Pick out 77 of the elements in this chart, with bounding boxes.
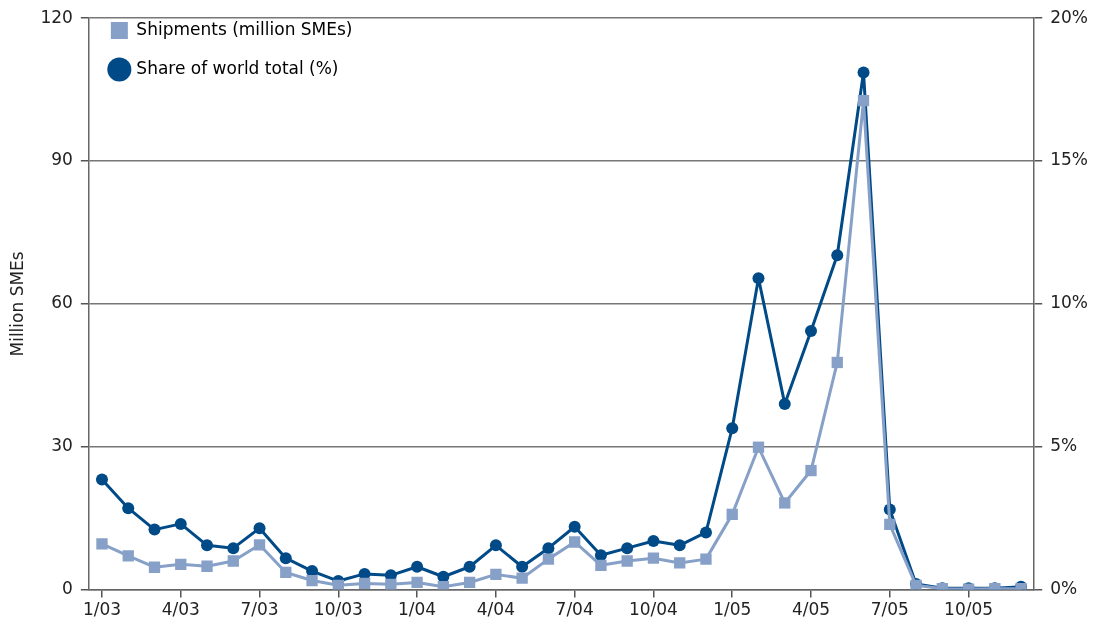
point bbox=[253, 522, 266, 535]
y2-tick-label: 0% bbox=[1050, 578, 1078, 599]
point bbox=[463, 576, 476, 589]
point bbox=[805, 464, 817, 477]
point bbox=[700, 553, 712, 565]
point bbox=[201, 560, 213, 572]
y2-tick-label: 15% bbox=[1050, 149, 1089, 170]
x-tick-label: 7/03 bbox=[240, 599, 279, 620]
y-tick-label: 30 bbox=[51, 435, 73, 456]
point bbox=[306, 574, 318, 587]
point bbox=[621, 542, 634, 555]
y2-tick-label: 10% bbox=[1050, 292, 1089, 313]
point bbox=[280, 566, 292, 579]
x-tick-label: 10/04 bbox=[628, 599, 678, 620]
point bbox=[647, 552, 660, 564]
y-tick-label: 60 bbox=[51, 292, 73, 313]
point bbox=[621, 555, 633, 567]
point bbox=[175, 558, 187, 571]
point bbox=[148, 523, 161, 536]
point bbox=[96, 538, 108, 550]
point bbox=[174, 517, 187, 530]
y2-tick-label: 5% bbox=[1050, 435, 1078, 456]
point bbox=[831, 249, 844, 262]
point bbox=[490, 568, 502, 581]
y-tick-label: 120 bbox=[40, 6, 73, 27]
point bbox=[674, 557, 686, 569]
point bbox=[699, 526, 712, 539]
point bbox=[516, 560, 529, 573]
point bbox=[778, 397, 791, 410]
x-tick-label: 4/03 bbox=[161, 599, 200, 620]
x-tick-label: 7/04 bbox=[555, 599, 594, 620]
x-tick-label: 4/05 bbox=[791, 599, 831, 620]
y2-tick-label: 20% bbox=[1050, 6, 1089, 27]
point bbox=[463, 560, 476, 573]
x-tick-label: 1/03 bbox=[82, 599, 122, 620]
x-tick-label: 10/03 bbox=[313, 599, 363, 620]
point bbox=[122, 502, 135, 515]
x-tick-label: 1/04 bbox=[398, 599, 437, 620]
y-axis-title: Million SMEs bbox=[6, 251, 27, 357]
point bbox=[411, 576, 423, 589]
x-tick-label: 1/05 bbox=[713, 599, 752, 620]
point bbox=[253, 539, 266, 551]
y-tick-label: 0 bbox=[62, 578, 73, 599]
point bbox=[595, 559, 607, 571]
point bbox=[569, 536, 581, 548]
point bbox=[542, 553, 555, 565]
point bbox=[489, 539, 502, 552]
point bbox=[542, 542, 555, 555]
x-tick-label: 7/05 bbox=[870, 599, 909, 620]
point bbox=[647, 535, 660, 548]
point bbox=[884, 518, 896, 531]
legend-label: Share of world total (%) bbox=[136, 57, 339, 78]
point bbox=[857, 66, 870, 79]
point bbox=[805, 325, 817, 338]
point bbox=[568, 520, 581, 533]
point bbox=[148, 561, 161, 573]
point bbox=[411, 560, 424, 573]
point bbox=[752, 272, 765, 285]
point bbox=[227, 555, 239, 567]
point bbox=[201, 539, 214, 552]
point bbox=[857, 94, 870, 107]
point bbox=[779, 497, 791, 509]
x-tick-label: 10/05 bbox=[944, 599, 994, 620]
legend-label: Shipments (million SMEs) bbox=[136, 18, 353, 39]
point bbox=[227, 542, 240, 555]
point bbox=[831, 356, 843, 369]
point bbox=[358, 577, 371, 590]
point bbox=[726, 422, 739, 435]
point bbox=[122, 550, 134, 562]
point bbox=[726, 508, 738, 521]
point bbox=[95, 473, 108, 486]
point bbox=[673, 539, 686, 552]
point bbox=[752, 441, 765, 453]
point bbox=[516, 572, 528, 584]
x-tick-label: 4/04 bbox=[476, 599, 515, 620]
y-tick-label: 90 bbox=[51, 149, 73, 170]
point bbox=[279, 552, 292, 565]
